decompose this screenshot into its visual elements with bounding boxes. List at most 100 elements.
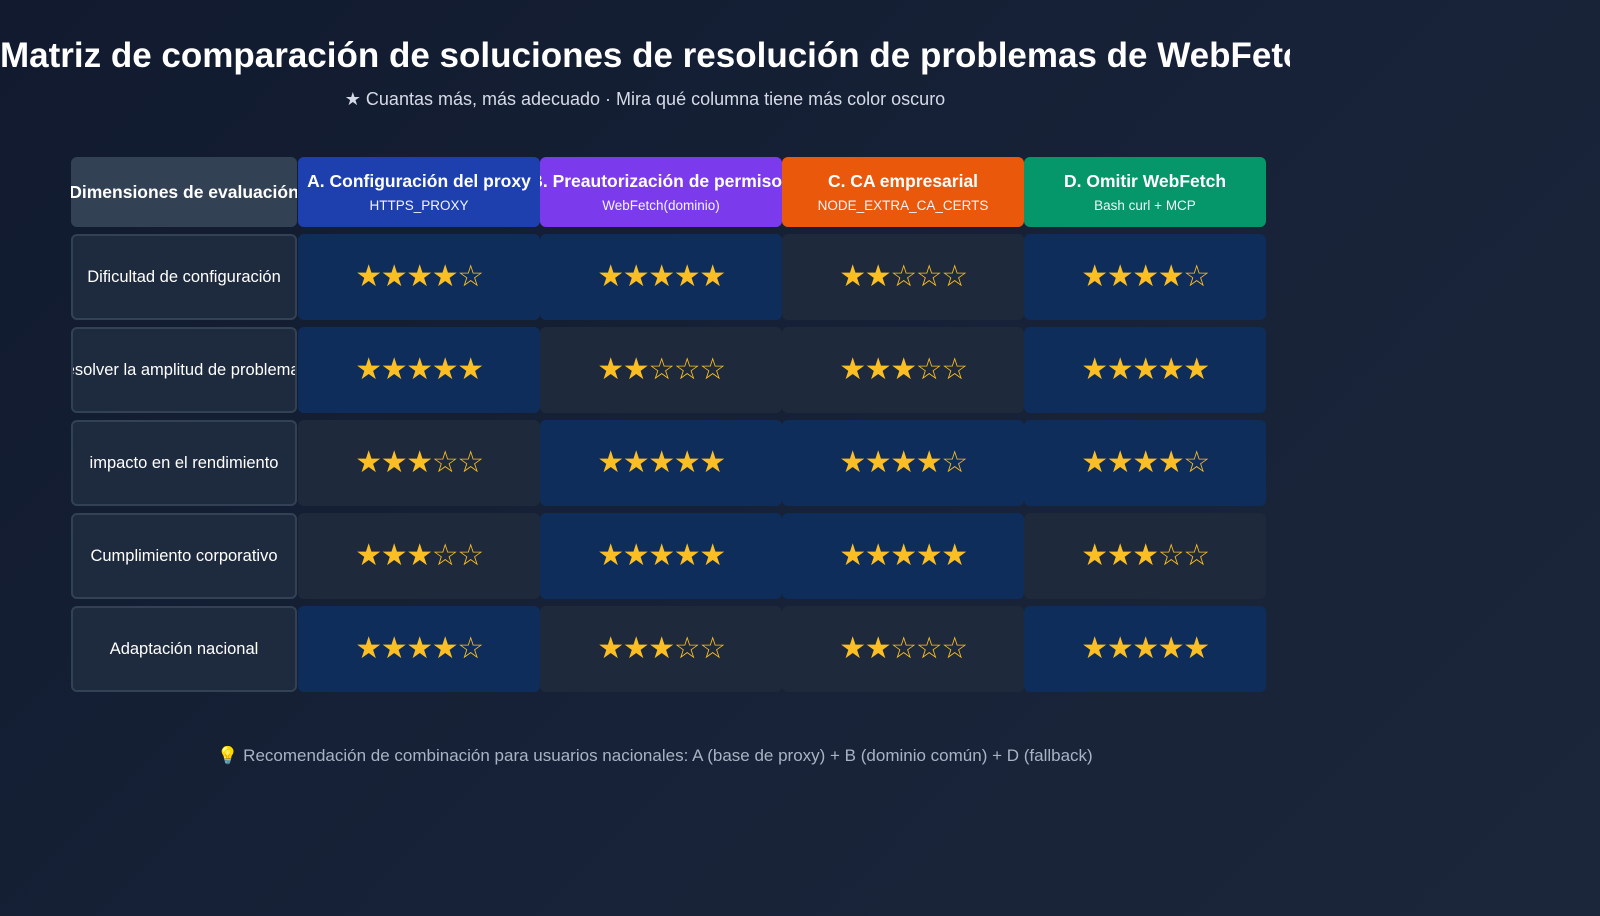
star-filled-icon: ★ [406,538,434,573]
rating-cell-c: ★ ★ ☆ ☆ ☆ [782,606,1024,692]
star-empty-icon: ☆ [941,631,969,666]
rating-cell-a: ★ ★ ★ ★ ★ [298,327,540,413]
rating-cell-c: ★ ★ ☆ ☆ ☆ [782,234,1024,320]
star-empty-icon: ☆ [457,259,485,294]
row-label: impacto en el rendimiento [71,420,297,506]
star-empty-icon: ☆ [457,538,485,573]
star-rating: ★ ★ ★ ★ ☆ [1081,445,1211,480]
star-empty-icon: ☆ [890,259,918,294]
star-filled-icon: ★ [864,631,892,666]
star-filled-icon: ★ [1081,538,1109,573]
star-rating: ★ ★ ★ ★ ☆ [355,259,485,294]
rating-cell-c: ★ ★ ★ ☆ ☆ [782,327,1024,413]
rating-cell-d: ★ ★ ★ ★ ☆ [1024,420,1266,506]
star-filled-icon: ★ [355,538,383,573]
star-rating: ★ ★ ★ ★ ★ [597,259,726,294]
star-filled-icon: ★ [915,538,943,573]
star-empty-icon: ☆ [890,631,918,666]
rating-cell-a: ★ ★ ★ ★ ☆ [298,606,540,692]
rating-cell-b: ★ ★ ★ ☆ ☆ [540,606,782,692]
star-filled-icon: ★ [1081,631,1109,666]
star-filled-icon: ★ [1106,259,1134,294]
star-rating: ★ ★ ★ ☆ ☆ [355,445,484,480]
star-filled-icon: ★ [1132,538,1160,573]
star-rating: ★ ★ ☆ ☆ ☆ [839,631,969,666]
star-filled-icon: ★ [1081,352,1109,387]
star-filled-icon: ★ [648,259,676,294]
column-subtitle: NODE_EXTRA_CA_CERTS [817,197,989,213]
corner-header: Dimensiones de evaluación [71,157,297,227]
star-filled-icon: ★ [673,538,701,573]
star-filled-icon: ★ [1081,259,1109,294]
rating-cell-d: ★ ★ ★ ★ ☆ [1024,234,1266,320]
rating-cell-b: ★ ★ ★ ★ ★ [540,234,782,320]
star-filled-icon: ★ [355,445,383,480]
column-header-c: C. CA empresarial NODE_EXTRA_CA_CERTS [782,157,1024,227]
star-empty-icon: ☆ [1157,538,1185,573]
star-empty-icon: ☆ [915,631,943,666]
star-filled-icon: ★ [406,352,434,387]
star-empty-icon: ☆ [1183,538,1211,573]
star-filled-icon: ★ [941,538,969,573]
column-title: C. CA empresarial [827,170,979,191]
star-filled-icon: ★ [1132,445,1160,480]
star-rating: ★ ★ ★ ☆ ☆ [1081,538,1211,573]
star-filled-icon: ★ [597,259,625,294]
star-filled-icon: ★ [1157,259,1185,294]
column-header-d: D. Omitir WebFetch Bash curl + MCP [1024,157,1266,227]
star-filled-icon: ★ [431,259,459,294]
star-filled-icon: ★ [406,445,434,480]
rating-cell-d: ★ ★ ★ ★ ★ [1024,327,1266,413]
rating-cell-b: ★ ★ ★ ★ ★ [540,420,782,506]
column-title: D. Omitir WebFetch [1063,170,1227,191]
star-filled-icon: ★ [1106,538,1134,573]
star-filled-icon: ★ [431,631,459,666]
star-filled-icon: ★ [355,259,383,294]
star-filled-icon: ★ [839,445,867,480]
star-rating: ★ ★ ★ ★ ★ [597,538,726,573]
column-title: A. Configuración del proxy [307,170,531,191]
star-rating: ★ ★ ★ ☆ ☆ [597,631,727,666]
star-filled-icon: ★ [648,445,676,480]
star-filled-icon: ★ [864,445,892,480]
column-subtitle: WebFetch(dominio) [602,197,720,213]
star-empty-icon: ☆ [699,352,727,387]
star-filled-icon: ★ [622,259,650,294]
star-filled-icon: ★ [890,538,918,573]
rating-cell-b: ★ ★ ★ ★ ★ [540,513,782,599]
star-filled-icon: ★ [622,631,650,666]
star-rating: ★ ★ ★ ★ ☆ [355,631,484,666]
star-filled-icon: ★ [1157,352,1185,387]
recommendation-footnote: 💡 Recomendación de combinación para usua… [217,746,1093,765]
star-rating: ★ ★ ★ ★ ★ [839,538,969,573]
star-filled-icon: ★ [622,538,650,573]
rating-cell-c: ★ ★ ★ ★ ★ [782,513,1024,599]
star-empty-icon: ☆ [1183,445,1211,480]
star-filled-icon: ★ [355,352,383,387]
star-rating: ★ ★ ★ ☆ ☆ [839,355,968,385]
star-empty-icon: ☆ [431,538,459,573]
star-rating: ★ ★ ★ ★ ★ [1081,631,1210,666]
star-rating: ★ ★ ☆ ☆ ☆ [839,259,969,294]
star-rating: ★ ★ ☆ ☆ ☆ [597,352,727,387]
star-filled-icon: ★ [839,631,867,666]
star-empty-icon: ☆ [941,445,969,480]
star-filled-icon: ★ [839,538,867,573]
rating-cell-b: ★ ★ ☆ ☆ ☆ [540,327,782,413]
star-rating: ★ ★ ★ ☆ ☆ [355,538,485,573]
star-empty-icon: ☆ [648,352,676,387]
rating-cell-a: ★ ★ ★ ☆ ☆ [298,420,540,506]
star-filled-icon: ★ [1106,445,1134,480]
column-header-a: A. Configuración del proxy HTTPS_PROXY [298,157,540,227]
star-empty-icon: ☆ [699,631,727,666]
row-label: Adaptación nacional [71,606,297,692]
star-empty-icon: ☆ [1183,259,1211,294]
star-filled-icon: ★ [380,631,408,666]
rating-cell-d: ★ ★ ★ ★ ★ [1024,606,1266,692]
star-filled-icon: ★ [1106,631,1134,666]
star-empty-icon: ☆ [431,445,459,480]
star-filled-icon: ★ [1106,352,1134,387]
star-empty-icon: ☆ [941,259,969,294]
star-filled-icon: ★ [673,445,701,480]
star-rating: ★ ★ ★ ★ ☆ [1081,259,1211,294]
